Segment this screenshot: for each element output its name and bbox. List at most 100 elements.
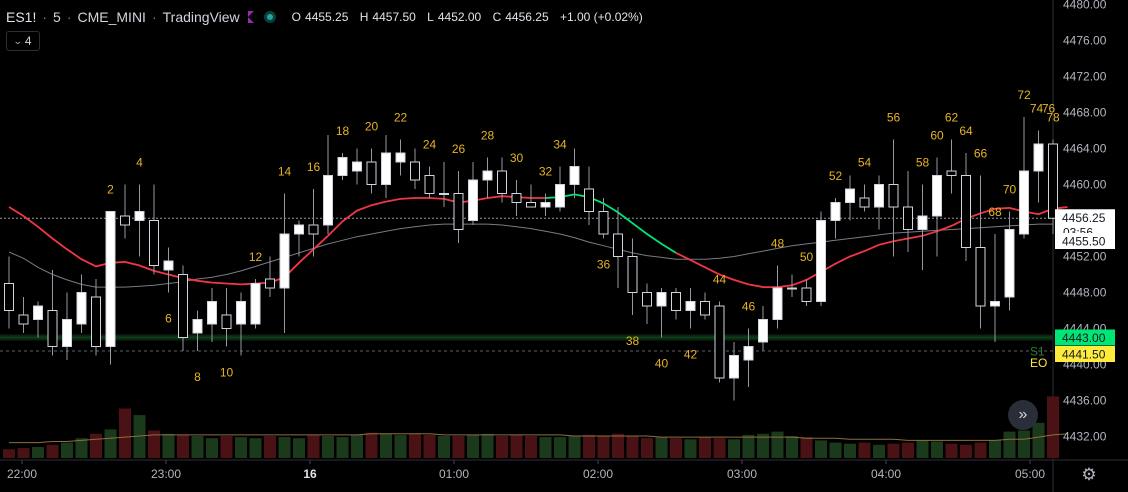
candle-body[interactable]: [395, 152, 406, 163]
candle-body[interactable]: [540, 202, 551, 208]
candle-body[interactable]: [1019, 170, 1029, 235]
candle-body[interactable]: [700, 301, 710, 316]
indicators-collapse-button[interactable]: ⌄ 4: [6, 31, 40, 51]
volume-bar: [220, 436, 233, 458]
candle-body[interactable]: [656, 292, 667, 307]
volume-bar: [641, 438, 653, 458]
candle-body[interactable]: [903, 206, 913, 230]
candle-body[interactable]: [975, 247, 986, 307]
flag-icon[interactable]: [247, 11, 254, 23]
candle-body[interactable]: [932, 175, 942, 217]
price-tick-label: 4452.00: [1063, 250, 1107, 264]
price-tick-label: 4468.00: [1063, 106, 1107, 120]
candle-body[interactable]: [366, 161, 377, 185]
settings-gear-icon[interactable]: ⚙: [1081, 465, 1097, 484]
volume-bar: [554, 437, 566, 458]
candle-body[interactable]: [221, 314, 232, 329]
candle-body[interactable]: [4, 283, 14, 311]
candle-body[interactable]: [120, 215, 130, 226]
candle-body[interactable]: [410, 161, 420, 181]
candle-body[interactable]: [845, 188, 855, 203]
candle-body[interactable]: [294, 224, 304, 235]
candle-body[interactable]: [178, 274, 188, 338]
volume-bar: [293, 438, 305, 458]
candle-body[interactable]: [598, 211, 609, 235]
candle-body[interactable]: [671, 292, 681, 311]
volume-bar: [61, 442, 73, 458]
candle-body[interactable]: [714, 305, 725, 379]
candle-body[interactable]: [830, 202, 841, 221]
candle-body[interactable]: [627, 256, 638, 293]
candle-body[interactable]: [163, 260, 174, 271]
candle-body[interactable]: [62, 319, 72, 347]
candle-body[interactable]: [323, 175, 333, 226]
bar-count-label: 12: [249, 250, 263, 264]
candle-body[interactable]: [816, 220, 826, 302]
candle-body[interactable]: [468, 179, 478, 221]
candle-body[interactable]: [105, 211, 116, 347]
volume-bar: [887, 443, 900, 458]
current-price-badge-bg: [1055, 209, 1115, 226]
candle-body[interactable]: [729, 355, 739, 379]
candle-body[interactable]: [569, 166, 580, 185]
candle-body[interactable]: [772, 287, 783, 320]
candle-body[interactable]: [613, 233, 623, 257]
candle-body[interactable]: [33, 305, 43, 320]
candle-body[interactable]: [424, 175, 435, 194]
candle-body[interactable]: [47, 310, 58, 347]
candle-body[interactable]: [1004, 229, 1015, 298]
candle-body[interactable]: [685, 301, 696, 311]
candle-body[interactable]: [1033, 143, 1044, 172]
candle-body[interactable]: [18, 314, 29, 325]
candle-body[interactable]: [584, 188, 594, 212]
candle-body[interactable]: [453, 193, 464, 230]
candle-body[interactable]: [134, 211, 145, 221]
symbol-label[interactable]: ES1!: [6, 9, 37, 25]
volume-bar: [800, 437, 813, 458]
candle-body[interactable]: [337, 157, 348, 176]
volume-bar: [960, 444, 972, 458]
candle-body[interactable]: [888, 184, 899, 208]
candle-body[interactable]: [874, 184, 884, 208]
candle-body[interactable]: [946, 170, 957, 176]
candle-body[interactable]: [250, 283, 261, 325]
candle-body[interactable]: [917, 215, 928, 230]
candle-body[interactable]: [236, 301, 246, 325]
candle-body[interactable]: [91, 296, 101, 347]
candle-body[interactable]: [526, 202, 536, 208]
candle-body[interactable]: [482, 170, 493, 181]
candle-body[interactable]: [439, 193, 449, 195]
candle-body[interactable]: [787, 287, 797, 290]
bar-count-label: 4: [136, 156, 143, 170]
candle-body[interactable]: [265, 278, 275, 289]
interval-label[interactable]: 5: [53, 9, 61, 25]
s1-price-badge: 4443.00: [1062, 331, 1106, 345]
bar-count-label: 68: [988, 205, 1002, 219]
volume-bar: [438, 436, 450, 458]
candle-body[interactable]: [758, 319, 768, 343]
candle-body[interactable]: [990, 301, 1000, 307]
candle-body[interactable]: [381, 152, 391, 185]
bar-count-label: 24: [423, 138, 437, 152]
candle-body[interactable]: [149, 220, 159, 266]
candle-body[interactable]: [352, 161, 362, 172]
candle-body[interactable]: [279, 233, 290, 289]
candle-body[interactable]: [555, 184, 565, 208]
candle-body[interactable]: [961, 175, 971, 248]
candle-body[interactable]: [859, 197, 870, 208]
volume-bar: [1047, 396, 1059, 458]
candle-body[interactable]: [497, 170, 507, 194]
volume-bar: [583, 434, 595, 458]
candle-body[interactable]: [642, 292, 652, 307]
candle-body[interactable]: [1048, 143, 1058, 219]
candle-body[interactable]: [511, 193, 522, 203]
scroll-to-realtime-button[interactable]: »: [1008, 400, 1038, 430]
candle-body[interactable]: [76, 292, 87, 325]
candle-body[interactable]: [801, 287, 812, 302]
candle-body[interactable]: [743, 346, 754, 361]
candle-body[interactable]: [308, 224, 319, 235]
candle-body[interactable]: [192, 319, 203, 334]
source-label: TradingView: [162, 9, 240, 25]
candle-body[interactable]: [207, 301, 217, 325]
